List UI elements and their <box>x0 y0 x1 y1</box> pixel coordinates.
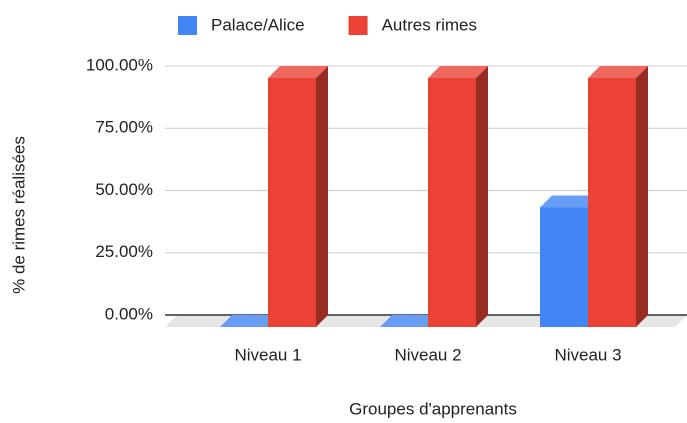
y-axis-title: % de rimes réalisées <box>9 136 28 294</box>
x-axis-title: Groupes d'apprenants <box>349 399 517 418</box>
bar <box>268 66 328 327</box>
bar-side <box>316 66 328 327</box>
legend-label: Autres rimes <box>382 15 477 34</box>
bar <box>220 315 280 327</box>
y-tick-label: 75.00% <box>95 118 153 137</box>
y-tick-label: 0.00% <box>105 304 153 323</box>
bar-front <box>268 78 316 327</box>
legend-swatch <box>348 16 368 35</box>
bar-top <box>220 315 280 327</box>
y-tick-label: 100.00% <box>86 55 153 74</box>
bar-side <box>476 66 488 327</box>
bar-front <box>428 78 476 327</box>
bar-top <box>540 195 600 208</box>
x-tick-label: Niveau 2 <box>394 345 461 364</box>
y-tick-label: 25.00% <box>95 242 153 261</box>
y-tick-label: 50.00% <box>95 180 153 199</box>
legend-label: Palace/Alice <box>211 15 305 34</box>
legend-swatch <box>178 16 197 35</box>
bar-front <box>588 78 636 327</box>
bar-side <box>636 66 648 327</box>
bar-top <box>588 66 648 78</box>
bar-top <box>268 66 328 78</box>
x-tick-label: Niveau 3 <box>554 345 621 364</box>
bar-front <box>540 207 588 327</box>
bar-top <box>428 66 488 78</box>
bar <box>380 315 440 327</box>
x-tick-label: Niveau 1 <box>234 345 301 364</box>
bar-top <box>380 315 440 327</box>
bar <box>588 66 648 327</box>
bar <box>428 66 488 327</box>
